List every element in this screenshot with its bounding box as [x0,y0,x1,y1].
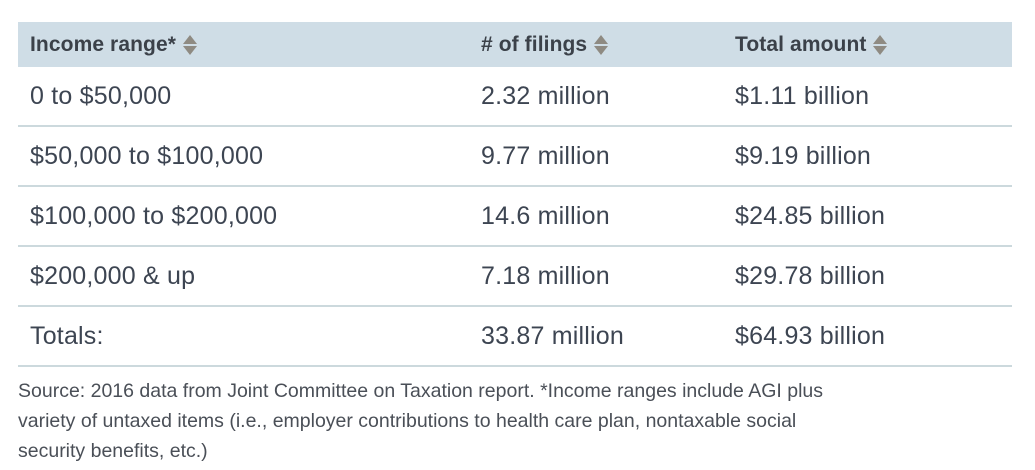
table-header-row: Income range* # of filings Total amount [18,22,1012,67]
income-tax-table-card: Income range* # of filings Total amount … [18,22,1012,466]
sort-up-arrow-icon [594,34,609,44]
sort-down-arrow-icon [594,45,609,55]
source-note-line: Source: 2016 data from Joint Committee o… [18,380,823,402]
cell-filings: 14.6 million [481,201,610,230]
cell-totals-filings: 33.87 million [481,321,624,350]
cell-income-range: $200,000 & up [30,261,196,290]
sort-up-arrow-icon [183,34,198,44]
cell-totals-label: Totals: [30,321,104,350]
cell-filings: 7.18 million [481,261,610,290]
cell-income-range: $50,000 to $100,000 [30,141,264,170]
source-note: Source: 2016 data from Joint Committee o… [18,376,1012,466]
cell-total-amount: $1.11 billion [735,81,870,110]
table-row: $200,000 & up 7.18 million $29.78 billio… [18,247,1012,307]
cell-total-amount: $29.78 billion [735,261,886,290]
column-header-total-amount-label: Total amount [735,32,867,56]
sort-down-arrow-icon [183,45,198,55]
column-header-filings-label: # of filings [481,32,588,56]
table-row: $100,000 to $200,000 14.6 million $24.85… [18,187,1012,247]
source-note-line: security benefits, etc.) [18,440,208,462]
income-table: Income range* # of filings Total amount … [18,22,1012,367]
sort-icon[interactable] [594,34,609,55]
cell-filings: 9.77 million [481,141,610,170]
column-header-total-amount[interactable]: Total amount [735,33,1012,57]
sort-icon[interactable] [183,34,198,55]
sort-down-arrow-icon [873,45,888,55]
cell-filings: 2.32 million [481,81,610,110]
table-totals-row: Totals: 33.87 million $64.93 billion [18,307,1012,367]
cell-income-range: $100,000 to $200,000 [30,201,278,230]
source-note-line: variety of untaxed items (i.e., employer… [18,410,797,432]
cell-total-amount: $24.85 billion [735,201,886,230]
column-header-income-range-label: Income range* [30,32,177,56]
sort-up-arrow-icon [873,34,888,44]
cell-total-amount: $9.19 billion [735,141,872,170]
table-row: 0 to $50,000 2.32 million $1.11 billion [18,67,1012,127]
cell-income-range: 0 to $50,000 [30,81,172,110]
sort-icon[interactable] [873,34,888,55]
cell-totals-amount: $64.93 billion [735,321,886,350]
column-header-filings[interactable]: # of filings [481,33,735,57]
column-header-income-range[interactable]: Income range* [18,33,481,57]
table-row: $50,000 to $100,000 9.77 million $9.19 b… [18,127,1012,187]
